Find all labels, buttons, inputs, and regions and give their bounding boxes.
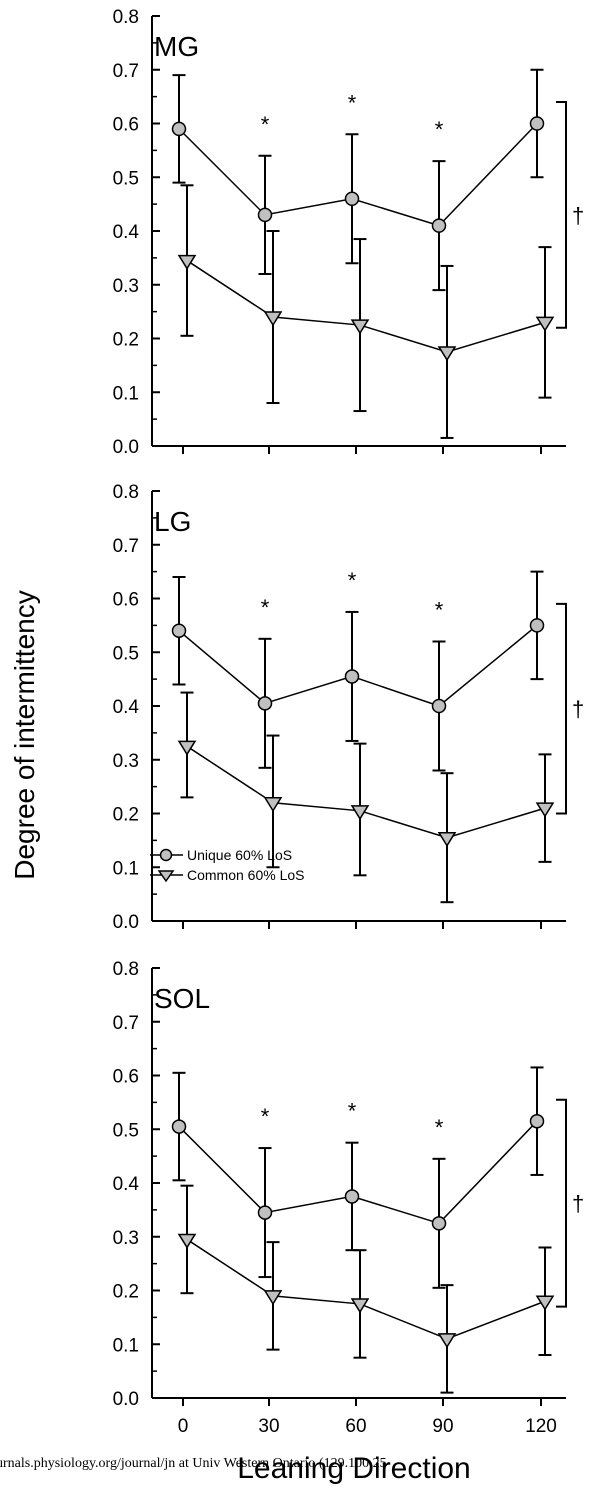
- y-tick-label: 0.0: [113, 912, 139, 933]
- y-tick-label: 0.7: [113, 536, 139, 557]
- y-tick-label: 0.5: [113, 643, 139, 664]
- significance-star: *: [435, 598, 444, 623]
- significance-star: *: [435, 117, 444, 142]
- significance-star: *: [348, 1099, 357, 1124]
- series-line: [178, 122, 538, 227]
- y-tick-label: 0.7: [113, 61, 139, 82]
- common-point: [350, 1298, 370, 1314]
- dagger-bracket: [556, 602, 567, 815]
- unique-point: [257, 1205, 273, 1220]
- unique-point: [529, 618, 545, 633]
- common-point: [535, 316, 555, 332]
- y-tick-label: 0.2: [113, 330, 139, 351]
- panel-label: MG: [154, 31, 199, 62]
- legend-marker-common: [157, 870, 175, 883]
- unique-point: [344, 669, 360, 684]
- unique-point: [344, 1189, 360, 1204]
- y-tick-label: 0.8: [113, 482, 139, 503]
- y-tick-label: 0.3: [113, 751, 139, 772]
- common-point: [437, 1333, 457, 1349]
- unique-point: [257, 207, 273, 223]
- y-tick-label: 0.6: [113, 1067, 139, 1088]
- y-tick-label: 0.2: [113, 805, 139, 826]
- dagger-symbol: †: [572, 203, 584, 228]
- panel-label: SOL: [154, 983, 210, 1014]
- unique-point: [529, 1113, 545, 1129]
- common-point: [263, 1290, 283, 1306]
- unique-point: [344, 191, 360, 206]
- y-tick-label: 0.4: [113, 222, 140, 243]
- y-tick-label: 0.0: [113, 1389, 139, 1410]
- y-tick-label: 0.8: [113, 7, 139, 28]
- common-point: [535, 1295, 555, 1311]
- unique-point: [171, 1119, 187, 1134]
- common-point: [177, 254, 197, 270]
- significance-star: *: [435, 1115, 444, 1140]
- y-tick-label: 0.6: [113, 115, 139, 136]
- legend-label-unique: Unique 60% LoS: [187, 847, 292, 863]
- series-line: [178, 1120, 538, 1225]
- series-line: [186, 259, 546, 353]
- x-tick-label: 30: [258, 1416, 279, 1437]
- y-tick-label: 0.7: [113, 1013, 139, 1034]
- y-tick-label: 0.8: [113, 959, 139, 980]
- common-point: [263, 311, 283, 327]
- panel-label: LG: [154, 506, 191, 537]
- dagger-symbol: †: [572, 1191, 584, 1216]
- y-axis-label: Degree of intermittency: [9, 590, 40, 879]
- y-tick-label: 0.0: [113, 437, 139, 458]
- common-point: [437, 831, 457, 848]
- unique-point: [171, 121, 187, 137]
- y-tick-label: 0.6: [113, 590, 139, 611]
- y-tick-label: 0.2: [113, 1282, 139, 1303]
- common-point: [437, 346, 457, 362]
- dagger-bracket: [556, 1098, 567, 1308]
- y-tick-label: 0.1: [113, 1335, 139, 1356]
- common-point: [350, 805, 370, 821]
- dagger-symbol: †: [572, 697, 584, 722]
- significance-star: *: [348, 90, 357, 115]
- legend-marker-unique: [159, 848, 173, 862]
- unique-point: [431, 698, 447, 714]
- footer-text: urnals.physiology.org/journal/jn at Univ…: [0, 1456, 387, 1471]
- y-tick-label: 0.4: [113, 1174, 140, 1195]
- significance-star: *: [261, 1104, 270, 1129]
- y-tick-label: 0.1: [113, 858, 139, 879]
- series-line: [186, 1238, 546, 1340]
- y-tick-label: 0.4: [113, 697, 140, 718]
- unique-point: [529, 116, 545, 131]
- x-tick-label: 60: [345, 1416, 366, 1437]
- series-line: [186, 745, 546, 839]
- significance-star: *: [348, 568, 357, 593]
- y-tick-label: 0.5: [113, 1120, 139, 1141]
- x-axis-label: Leaning Direction: [237, 1452, 470, 1485]
- legend-label-common: Common 60% LoS: [187, 867, 305, 883]
- unique-point: [257, 696, 273, 711]
- y-tick-label: 0.1: [113, 383, 139, 404]
- significance-star: *: [261, 595, 270, 620]
- x-tick-label: 120: [525, 1416, 557, 1437]
- significance-star: *: [261, 112, 270, 137]
- x-tick-label: 90: [432, 1416, 453, 1437]
- series-line: [178, 624, 538, 707]
- unique-point: [171, 623, 187, 638]
- common-point: [263, 797, 283, 813]
- x-tick-label: 0: [178, 1416, 189, 1437]
- dagger-bracket: [556, 101, 567, 329]
- y-tick-label: 0.3: [113, 1228, 139, 1249]
- common-point: [535, 802, 555, 818]
- common-point: [350, 319, 370, 335]
- common-point: [177, 1233, 197, 1249]
- unique-point: [431, 218, 447, 233]
- y-tick-label: 0.3: [113, 276, 139, 297]
- common-point: [177, 740, 197, 756]
- y-tick-label: 0.5: [113, 168, 139, 189]
- unique-point: [431, 1216, 447, 1231]
